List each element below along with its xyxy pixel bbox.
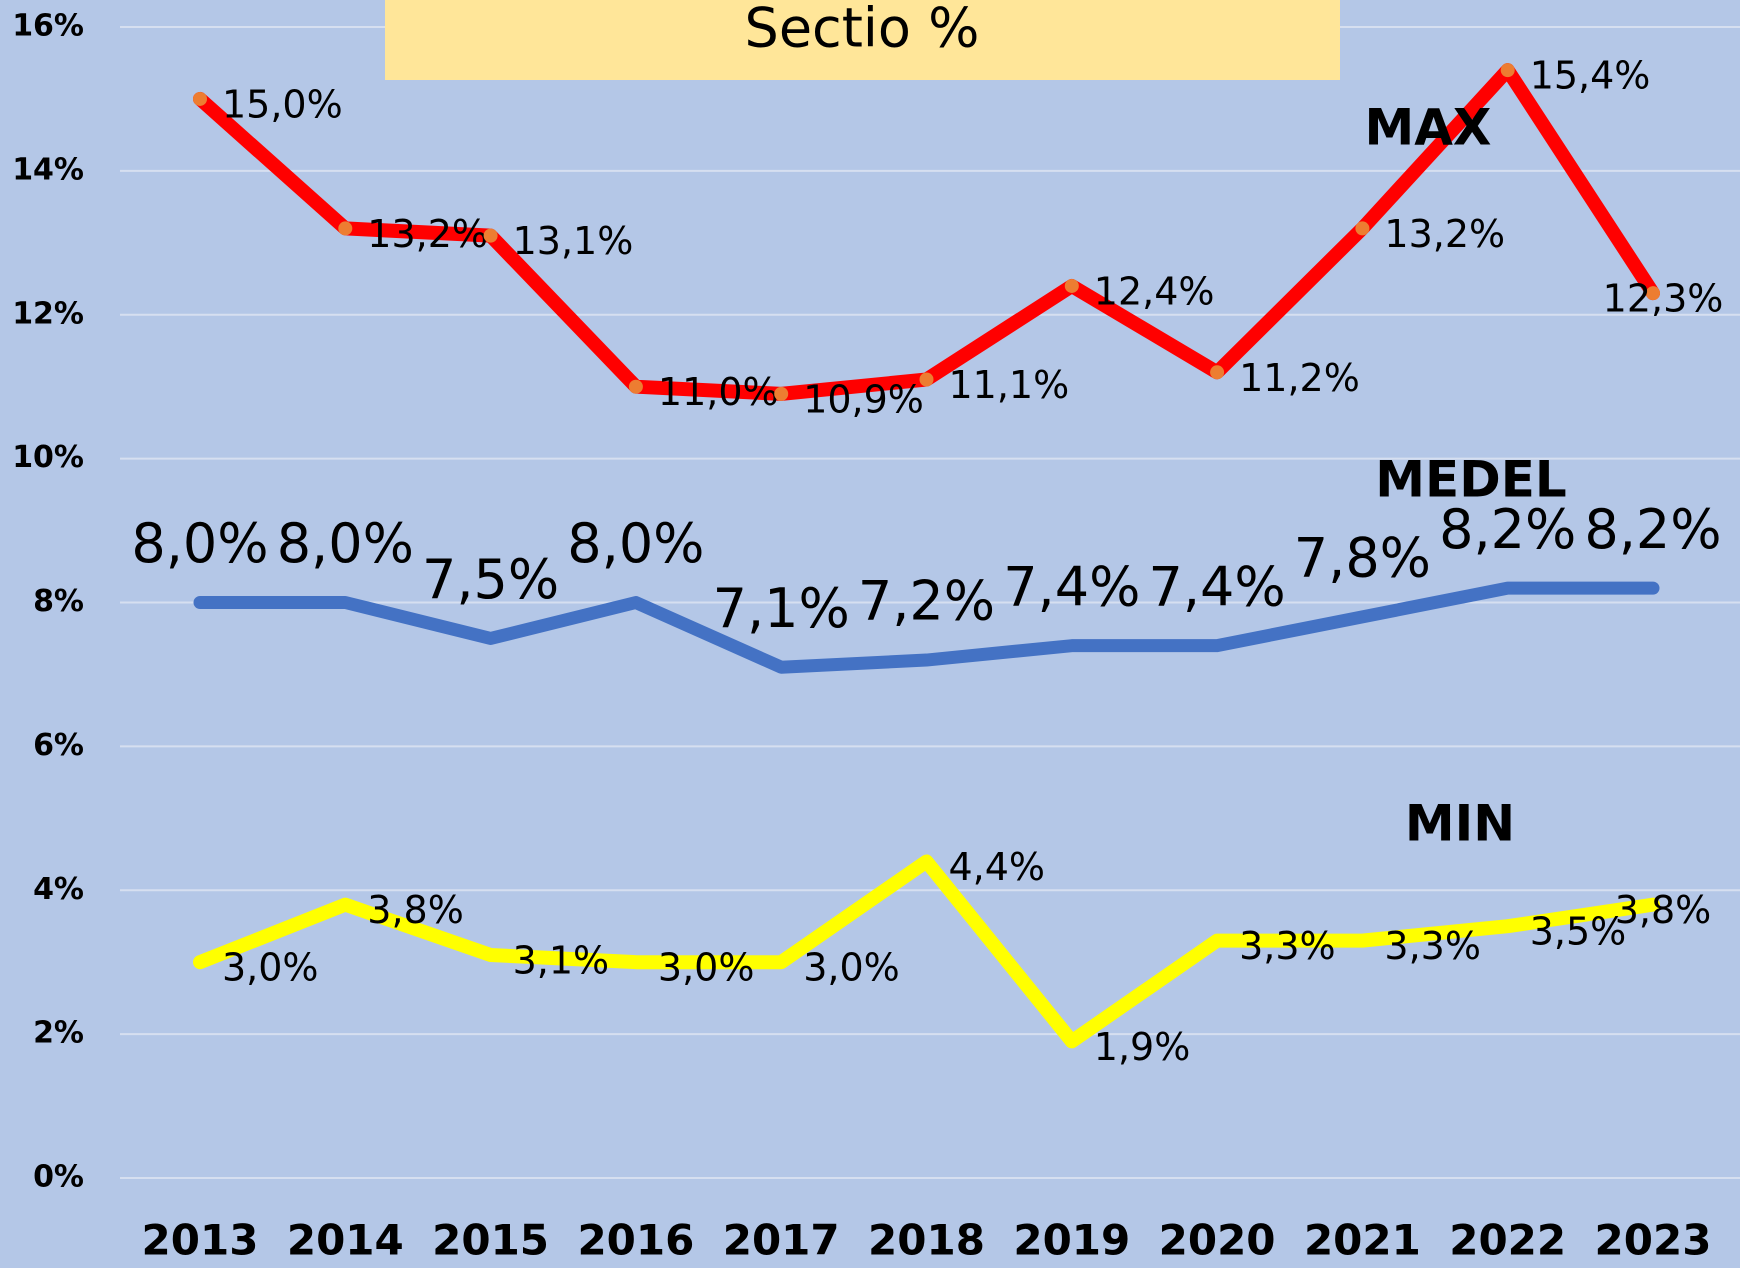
- point-marker: [774, 386, 789, 401]
- data-label: 12,3%: [1603, 277, 1724, 321]
- data-label: 1,9%: [1094, 1025, 1191, 1069]
- data-label: 8,0%: [131, 512, 268, 575]
- series-name: MIN: [1405, 795, 1515, 853]
- point-marker: [919, 372, 934, 387]
- y-tick-label: 14%: [12, 152, 84, 187]
- point-marker: [628, 379, 643, 394]
- y-tick-label: 0%: [33, 1160, 84, 1195]
- data-label: 15,4%: [1530, 54, 1651, 98]
- data-label: 7,1%: [713, 577, 850, 640]
- data-label: 13,2%: [1384, 212, 1505, 256]
- data-label: 13,1%: [513, 219, 634, 263]
- point-marker: [1500, 63, 1515, 78]
- data-label: 11,1%: [949, 363, 1070, 407]
- point-marker: [1210, 365, 1225, 380]
- data-label: 7,8%: [1294, 527, 1431, 590]
- series-line: [193, 581, 1660, 674]
- x-tick-label: 2013: [142, 1216, 259, 1265]
- data-label: 10,9%: [803, 377, 924, 421]
- y-tick-label: 10%: [12, 440, 84, 475]
- data-label: 3,1%: [513, 938, 610, 982]
- data-label: 8,2%: [1439, 498, 1576, 561]
- y-tick-label: 16%: [12, 9, 84, 44]
- chart-title: Sectio %: [745, 0, 980, 60]
- data-label: 3,8%: [1615, 888, 1712, 932]
- data-label: 7,4%: [1148, 555, 1285, 618]
- point-marker: [483, 228, 498, 243]
- data-label: 12,4%: [1094, 269, 1215, 313]
- data-label: 3,5%: [1530, 910, 1627, 954]
- data-label: 11,0%: [658, 370, 779, 414]
- y-tick-label: 12%: [12, 296, 84, 331]
- series-name: MAX: [1364, 99, 1491, 157]
- x-tick-label: 2020: [1159, 1216, 1276, 1265]
- data-label: 8,0%: [567, 512, 704, 575]
- data-label: 3,0%: [658, 946, 755, 990]
- y-tick-label: 4%: [33, 872, 84, 907]
- y-tick-label: 8%: [33, 584, 84, 619]
- point-marker: [1064, 278, 1079, 293]
- series-line: [193, 854, 1660, 1049]
- data-label: 15,0%: [222, 82, 343, 126]
- data-label: 4,4%: [949, 845, 1046, 889]
- x-tick-label: 2019: [1013, 1216, 1130, 1265]
- x-tick-label: 2014: [287, 1216, 404, 1265]
- data-label: 8,0%: [277, 512, 414, 575]
- data-label: 7,4%: [1003, 555, 1140, 618]
- x-tick-label: 2015: [432, 1216, 549, 1265]
- data-label: 13,2%: [367, 212, 488, 256]
- data-label: 3,3%: [1239, 924, 1336, 968]
- data-label: 3,0%: [803, 946, 900, 990]
- y-tick-label: 2%: [33, 1016, 84, 1051]
- point-marker: [193, 91, 207, 106]
- x-tick-label: 2022: [1449, 1216, 1566, 1265]
- point-marker: [1355, 221, 1370, 236]
- data-label: 7,5%: [422, 548, 559, 611]
- data-label: 7,2%: [858, 570, 995, 633]
- data-label: 8,2%: [1584, 498, 1721, 561]
- data-label: 3,3%: [1384, 924, 1481, 968]
- y-tick-label: 6%: [33, 728, 84, 763]
- point-marker: [338, 221, 353, 236]
- x-tick-label: 2016: [577, 1216, 694, 1265]
- x-tick-label: 2023: [1595, 1216, 1712, 1265]
- series-name: MEDEL: [1375, 451, 1566, 509]
- data-label: 3,0%: [222, 946, 319, 990]
- data-label: 3,8%: [367, 888, 464, 932]
- x-tick-label: 2017: [723, 1216, 840, 1265]
- title-box: [385, 0, 1340, 80]
- x-tick-label: 2021: [1304, 1216, 1421, 1265]
- x-tick-label: 2018: [868, 1216, 985, 1265]
- point-marker: [1646, 286, 1660, 301]
- data-label: 11,2%: [1239, 356, 1360, 400]
